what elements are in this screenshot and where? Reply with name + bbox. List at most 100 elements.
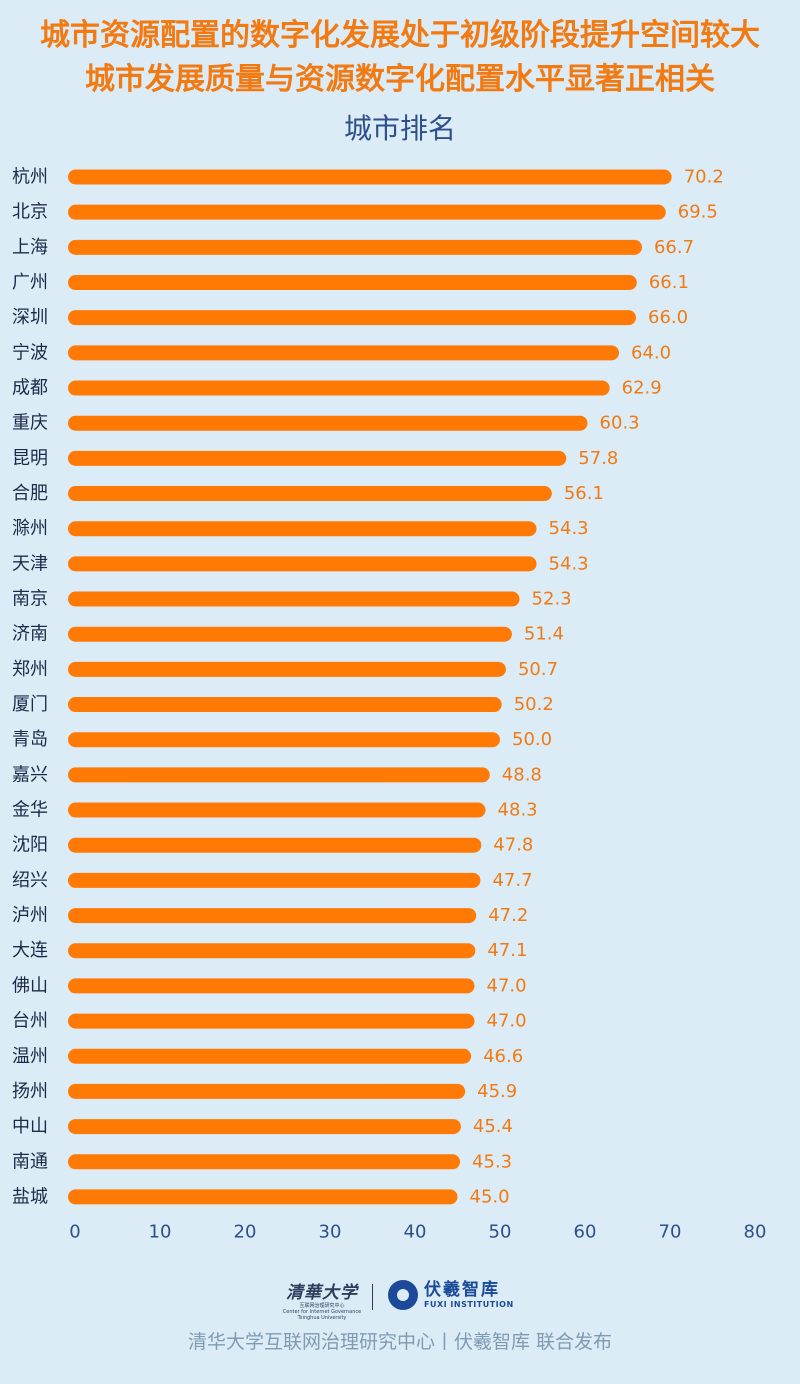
chart-subtitle: 城市排名 <box>343 112 456 145</box>
value-label: 47.7 <box>492 870 532 891</box>
bar <box>68 345 619 361</box>
value-label: 47.8 <box>493 835 533 856</box>
bar <box>68 1119 461 1135</box>
category-label: 重庆 <box>12 413 48 434</box>
bar <box>68 275 637 291</box>
bar <box>68 1189 458 1205</box>
x-tick-label: 40 <box>404 1221 427 1242</box>
tsinghua-logo-cn: 互联网治理研究中心 <box>299 1303 345 1309</box>
category-label: 郑州 <box>12 659 48 680</box>
bar <box>68 1048 472 1064</box>
bar <box>68 908 477 924</box>
bar <box>68 943 476 959</box>
fuxi-logo-cn: 伏羲智库 <box>424 1280 500 1300</box>
value-label: 60.3 <box>600 413 640 434</box>
bar-row: 昆明 57.8 <box>12 448 618 469</box>
x-tick-label: 50 <box>489 1221 512 1242</box>
category-label: 扬州 <box>12 1081 48 1102</box>
category-label: 广州 <box>12 272 48 293</box>
category-label: 温州 <box>12 1046 48 1067</box>
bar <box>68 661 506 677</box>
value-label: 54.3 <box>549 553 589 574</box>
x-tick-label: 30 <box>319 1221 342 1242</box>
category-label: 南通 <box>12 1151 48 1172</box>
bar-row: 绍兴 47.7 <box>12 870 533 891</box>
bar <box>68 837 482 853</box>
bar <box>68 802 486 818</box>
category-label: 合肥 <box>12 483 48 504</box>
bar <box>68 556 537 572</box>
value-label: 47.1 <box>487 940 527 961</box>
value-label: 69.5 <box>678 202 718 223</box>
bar <box>68 1154 461 1170</box>
bar-row: 杭州 70.2 <box>12 167 724 188</box>
x-axis: 0 10 20 30 40 50 60 70 80 <box>69 1221 766 1242</box>
bar <box>68 521 537 537</box>
tsinghua-logo: 清華大学 互联网治理研究中心 Center for Internet Gover… <box>282 1278 362 1321</box>
value-label: 45.9 <box>477 1081 517 1102</box>
bar <box>68 486 552 502</box>
category-label: 成都 <box>12 378 48 399</box>
bar-row: 广州 66.1 <box>12 272 689 293</box>
value-label: 50.2 <box>514 694 554 715</box>
x-tick-label: 60 <box>574 1221 597 1242</box>
value-label: 62.9 <box>622 378 662 399</box>
bar <box>68 169 672 185</box>
value-label: 64.0 <box>631 342 671 363</box>
bar <box>68 978 475 994</box>
category-label: 昆明 <box>12 448 48 469</box>
bar-row: 济南 51.4 <box>12 624 564 645</box>
bar-row: 温州 46.6 <box>12 1046 523 1067</box>
bar <box>68 204 666 220</box>
category-label: 大连 <box>12 940 48 961</box>
bar <box>68 697 502 713</box>
category-label: 盐城 <box>12 1186 48 1207</box>
value-label: 70.2 <box>684 167 724 188</box>
bar-row: 扬州 45.9 <box>12 1081 517 1102</box>
value-label: 66.1 <box>649 272 689 293</box>
category-label: 滁州 <box>12 518 48 539</box>
logos: 清華大学 互联网治理研究中心 Center for Internet Gover… <box>0 1278 800 1321</box>
bar <box>68 415 588 431</box>
value-label: 66.0 <box>648 307 688 328</box>
value-label: 51.4 <box>524 624 564 645</box>
category-label: 南京 <box>12 589 48 610</box>
category-label: 沈阳 <box>12 835 48 856</box>
bar <box>68 310 636 326</box>
x-tick-label: 0 <box>69 1221 80 1242</box>
category-label: 宁波 <box>12 342 48 363</box>
value-label: 56.1 <box>564 483 604 504</box>
bar-row: 上海 66.7 <box>12 237 694 258</box>
category-label: 杭州 <box>12 167 48 188</box>
category-label: 佛山 <box>12 975 48 996</box>
category-label: 青岛 <box>12 729 48 750</box>
x-tick-label: 70 <box>659 1221 682 1242</box>
x-tick-label: 20 <box>234 1221 257 1242</box>
bar-row: 深圳 66.0 <box>12 307 688 328</box>
bar-row: 盐城 45.0 <box>12 1186 510 1207</box>
bar-row: 嘉兴 48.8 <box>12 764 542 785</box>
bar-row: 南京 52.3 <box>12 589 572 610</box>
bar-row: 南通 45.3 <box>12 1151 512 1172</box>
logo-divider <box>372 1284 373 1310</box>
bar-row: 重庆 60.3 <box>12 413 640 434</box>
category-label: 厦门 <box>12 694 48 715</box>
value-label: 54.3 <box>549 518 589 539</box>
value-label: 48.3 <box>498 800 538 821</box>
bar-row: 宁波 64.0 <box>12 342 671 363</box>
bar-row: 青岛 50.0 <box>12 729 552 750</box>
bar <box>68 1083 466 1099</box>
bar-row: 金华 48.3 <box>12 800 538 821</box>
category-label: 上海 <box>12 237 48 258</box>
bar-row: 台州 47.0 <box>12 1011 527 1032</box>
tsinghua-logo-en2: Tsinghua University <box>297 1315 347 1321</box>
category-label: 泸州 <box>12 905 48 926</box>
value-label: 45.4 <box>473 1116 513 1137</box>
bar-row: 泸州 47.2 <box>12 905 528 926</box>
value-label: 45.0 <box>470 1186 510 1207</box>
chart-title-line-2: 城市发展质量与资源数字化配置水平显著正相关 <box>85 62 715 97</box>
bar-row: 北京 69.5 <box>12 202 718 223</box>
bar <box>68 239 642 255</box>
bar-row: 成都 62.9 <box>12 378 662 399</box>
bar-row: 佛山 47.0 <box>12 975 527 996</box>
